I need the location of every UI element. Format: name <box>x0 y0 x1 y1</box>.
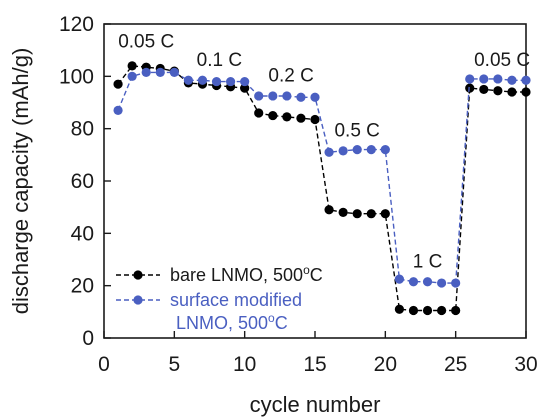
x-tick-label: 25 <box>444 353 467 376</box>
data-point <box>268 91 278 101</box>
data-point <box>296 113 306 123</box>
x-tick-label: 10 <box>233 353 256 376</box>
data-point <box>240 76 250 87</box>
data-point <box>437 278 447 288</box>
legend-label: bare LNMO, 500oC <box>170 263 323 285</box>
plot-frame <box>103 23 527 339</box>
legend-label-text: bare LNMO, 500 <box>170 265 303 285</box>
data-point <box>155 67 165 78</box>
x-tick-label: 30 <box>514 353 537 376</box>
data-point <box>282 112 292 122</box>
data-point <box>493 74 503 84</box>
rate-label: 0.2 C <box>268 66 313 87</box>
data-point <box>197 75 208 85</box>
data-point <box>394 304 404 314</box>
legend-label-suffix: C <box>275 313 288 333</box>
data-point <box>366 209 376 219</box>
data-point <box>338 146 348 156</box>
data-point <box>521 87 531 97</box>
legend-label-suffix: C <box>310 265 323 285</box>
data-point <box>394 274 404 284</box>
y-tick-label: 120 <box>59 13 94 36</box>
data-point <box>437 305 447 316</box>
data-point <box>479 74 489 84</box>
data-point <box>479 84 489 95</box>
x-tick-label: 0 <box>98 353 110 376</box>
y-tick-label: 60 <box>71 170 94 193</box>
data-point <box>324 205 334 215</box>
x-tick-label: 15 <box>303 353 326 376</box>
rate-label: 1 C <box>413 251 443 272</box>
data-point <box>113 105 123 115</box>
data-point <box>310 92 320 102</box>
data-point <box>451 305 461 316</box>
x-axis-title: cycle number <box>250 392 381 417</box>
series-surface-modified-lnmo <box>113 67 531 288</box>
data-point <box>254 108 264 118</box>
rate-label: 0.1 C <box>197 50 242 71</box>
data-point <box>352 209 362 219</box>
y-axis-title: discharge capacity (mAh/g) <box>8 48 33 315</box>
y-tick-label: 80 <box>71 118 94 141</box>
data-point <box>183 75 193 85</box>
data-point <box>324 147 334 157</box>
data-point <box>282 91 292 101</box>
x-tick-label: 5 <box>168 353 180 376</box>
data-point <box>211 76 222 87</box>
data-point <box>366 145 376 155</box>
data-point <box>268 110 278 121</box>
series-layer <box>113 61 531 316</box>
y-tick-label: 40 <box>71 222 94 245</box>
legend-label: surface modified <box>170 290 302 310</box>
legend-label-sup: o <box>303 263 310 277</box>
legend-label-line2: LNMO, 500oC <box>176 311 288 333</box>
legend-marker <box>133 270 143 280</box>
data-point <box>408 305 419 316</box>
y-tick-label: 20 <box>71 275 94 298</box>
data-point <box>240 83 250 93</box>
data-point <box>465 74 475 84</box>
data-point <box>451 278 461 288</box>
rate-annotations: 0.05 C 0.1 C 0.2 C 0.5 C 1 C 0.05 C <box>118 32 530 273</box>
axes: 0 5 10 15 20 25 30 0 20 40 60 80 100 120 <box>59 13 538 376</box>
data-point <box>507 87 517 97</box>
rate-label: 0.05 C <box>118 32 174 53</box>
data-point <box>408 277 419 287</box>
legend-label-sup: o <box>268 311 275 325</box>
legend-marker <box>133 295 143 305</box>
data-point <box>169 67 179 78</box>
data-point <box>254 91 264 101</box>
data-point <box>113 79 123 89</box>
rate-label: 0.05 C <box>474 50 530 71</box>
data-point <box>507 75 517 85</box>
data-point <box>422 305 433 316</box>
y-tick-label: 0 <box>82 327 94 350</box>
data-point <box>422 277 433 287</box>
data-point <box>521 75 531 85</box>
data-point <box>310 114 320 125</box>
rate-label: 0.5 C <box>334 121 379 142</box>
data-point <box>226 76 236 87</box>
data-point <box>380 209 390 219</box>
data-point <box>296 92 306 102</box>
data-point <box>493 86 503 96</box>
legend-entry: bare LNMO, 500oC <box>116 263 323 285</box>
data-point <box>380 145 390 155</box>
legend-label-text: LNMO, 500 <box>176 313 268 333</box>
x-tick-label: 20 <box>374 353 397 376</box>
data-point <box>352 145 362 155</box>
series-line <box>117 71 526 284</box>
y-tick-label: 100 <box>59 65 94 88</box>
data-point <box>141 67 151 78</box>
data-point <box>127 61 137 71</box>
data-point <box>338 207 348 217</box>
data-point <box>127 71 137 81</box>
